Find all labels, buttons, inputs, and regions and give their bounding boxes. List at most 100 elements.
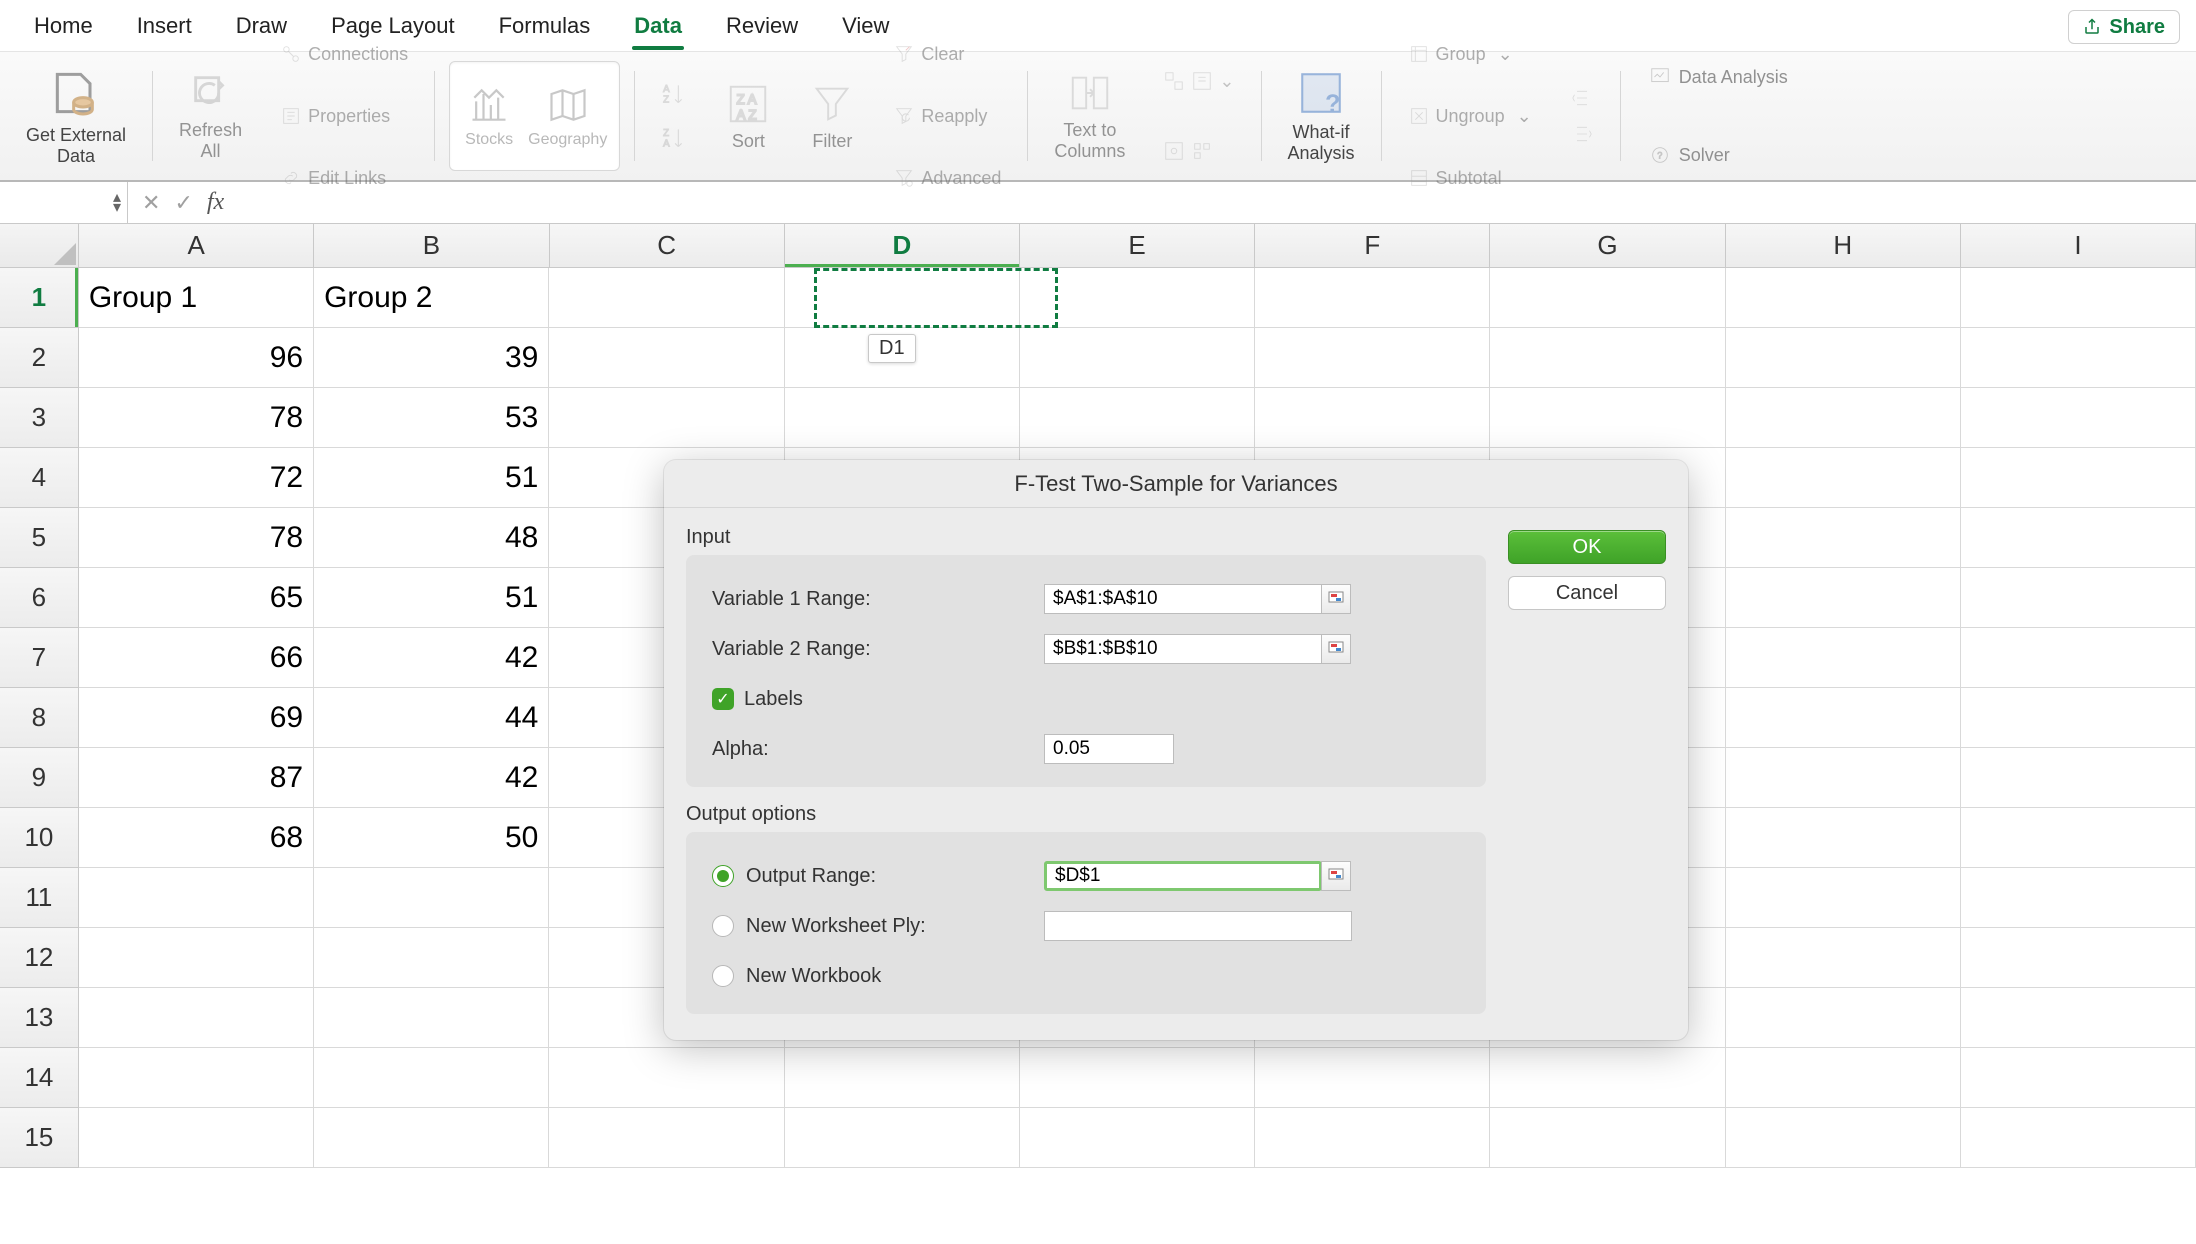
cell-A12[interactable] — [79, 928, 314, 988]
col-header-E[interactable]: E — [1020, 224, 1255, 268]
row-header-15[interactable]: 15 — [0, 1108, 79, 1168]
row-header-6[interactable]: 6 — [0, 568, 79, 628]
var1-range-input[interactable] — [1044, 584, 1322, 614]
accept-formula-icon[interactable]: ✓ — [174, 190, 192, 216]
cell-B9[interactable]: 42 — [314, 748, 549, 808]
col-header-H[interactable]: H — [1726, 224, 1961, 268]
subtotal[interactable]: Subtotal — [1408, 148, 1532, 208]
cell-D1[interactable] — [785, 268, 1020, 328]
cell-H12[interactable] — [1726, 928, 1961, 988]
cell-I13[interactable] — [1961, 988, 2196, 1048]
cell-H2[interactable] — [1726, 328, 1961, 388]
cell-C14[interactable] — [549, 1048, 784, 1108]
row-header-11[interactable]: 11 — [0, 868, 79, 928]
cell-B7[interactable]: 42 — [314, 628, 549, 688]
cell-I10[interactable] — [1961, 808, 2196, 868]
cell-F3[interactable] — [1255, 388, 1490, 448]
group[interactable]: Group⌄ — [1408, 24, 1532, 84]
cell-H3[interactable] — [1726, 388, 1961, 448]
cell-H9[interactable] — [1726, 748, 1961, 808]
ok-button[interactable]: OK — [1508, 530, 1666, 564]
tab-home[interactable]: Home — [12, 5, 115, 47]
row-header-8[interactable]: 8 — [0, 688, 79, 748]
cell-A13[interactable] — [79, 988, 314, 1048]
new-workbook-radio[interactable] — [712, 965, 734, 987]
properties[interactable]: Properties — [280, 86, 408, 146]
cell-F14[interactable] — [1255, 1048, 1490, 1108]
row-header-7[interactable]: 7 — [0, 628, 79, 688]
clear[interactable]: Clear — [893, 24, 1001, 84]
row-header-2[interactable]: 2 — [0, 328, 79, 388]
cell-G2[interactable] — [1490, 328, 1725, 388]
new-worksheet-input[interactable] — [1044, 911, 1352, 941]
cell-E2[interactable] — [1020, 328, 1255, 388]
row-header-1[interactable]: 1 — [0, 268, 79, 328]
cell-I14[interactable] — [1961, 1048, 2196, 1108]
cell-G1[interactable] — [1490, 268, 1725, 328]
cell-A4[interactable]: 72 — [79, 448, 314, 508]
cell-B15[interactable] — [314, 1108, 549, 1168]
cell-D3[interactable] — [785, 388, 1020, 448]
row-header-5[interactable]: 5 — [0, 508, 79, 568]
cell-I8[interactable] — [1961, 688, 2196, 748]
cell-E3[interactable] — [1020, 388, 1255, 448]
output-range-radio[interactable] — [712, 865, 734, 887]
cell-D15[interactable] — [785, 1108, 1020, 1168]
cell-F2[interactable] — [1255, 328, 1490, 388]
data-analysis[interactable]: Data Analysis — [1647, 47, 1788, 107]
col-header-B[interactable]: B — [314, 224, 549, 268]
share-button[interactable]: Share — [2068, 10, 2180, 44]
cell-A9[interactable]: 87 — [79, 748, 314, 808]
output-range-collapse-icon[interactable] — [1321, 861, 1351, 891]
row-header-10[interactable]: 10 — [0, 808, 79, 868]
sort-az[interactable]: AZ ZA — [649, 52, 699, 180]
cell-I5[interactable] — [1961, 508, 2196, 568]
text-to-columns[interactable]: Text to Columns — [1042, 52, 1137, 180]
col-header-D[interactable]: D — [785, 224, 1020, 268]
cell-B13[interactable] — [314, 988, 549, 1048]
cell-E1[interactable] — [1020, 268, 1255, 328]
tab-insert[interactable]: Insert — [115, 5, 214, 47]
cancel-formula-icon[interactable]: ✕ — [142, 190, 160, 216]
cell-A7[interactable]: 66 — [79, 628, 314, 688]
cell-I7[interactable] — [1961, 628, 2196, 688]
data-types-box[interactable]: Stocks Geography — [449, 61, 620, 171]
cell-I15[interactable] — [1961, 1108, 2196, 1168]
col-header-C[interactable]: C — [550, 224, 785, 268]
cell-B2[interactable]: 39 — [314, 328, 549, 388]
tab-data[interactable]: Data — [612, 5, 704, 47]
cell-C2[interactable] — [549, 328, 784, 388]
cell-H6[interactable] — [1726, 568, 1961, 628]
sort[interactable]: Z AA Z Sort — [713, 52, 783, 180]
new-worksheet-radio[interactable] — [712, 915, 734, 937]
cell-F1[interactable] — [1255, 268, 1490, 328]
cell-I3[interactable] — [1961, 388, 2196, 448]
filter[interactable]: Filter — [797, 52, 867, 180]
tab-formulas[interactable]: Formulas — [477, 5, 613, 47]
cell-A3[interactable]: 78 — [79, 388, 314, 448]
row-header-4[interactable]: 4 — [0, 448, 79, 508]
cell-B10[interactable]: 50 — [314, 808, 549, 868]
cell-A2[interactable]: 96 — [79, 328, 314, 388]
output-range-input[interactable] — [1044, 861, 1322, 891]
cell-B4[interactable]: 51 — [314, 448, 549, 508]
solver[interactable]: ?Solver — [1647, 125, 1788, 185]
row-header-12[interactable]: 12 — [0, 928, 79, 988]
cell-H7[interactable] — [1726, 628, 1961, 688]
cell-A6[interactable]: 65 — [79, 568, 314, 628]
cell-B5[interactable]: 48 — [314, 508, 549, 568]
cell-H5[interactable] — [1726, 508, 1961, 568]
var1-collapse-icon[interactable] — [1321, 584, 1351, 614]
var2-range-input[interactable] — [1044, 634, 1322, 664]
tab-review[interactable]: Review — [704, 5, 820, 47]
cell-I12[interactable] — [1961, 928, 2196, 988]
cell-I6[interactable] — [1961, 568, 2196, 628]
fx-icon[interactable]: fx — [207, 189, 224, 216]
cell-A14[interactable] — [79, 1048, 314, 1108]
get-external-data[interactable]: Get External Data — [14, 52, 138, 180]
labels-checkbox[interactable]: ✓ — [712, 688, 734, 710]
formula-input[interactable] — [238, 182, 2196, 223]
cell-I9[interactable] — [1961, 748, 2196, 808]
cell-F15[interactable] — [1255, 1108, 1490, 1168]
col-header-F[interactable]: F — [1255, 224, 1490, 268]
